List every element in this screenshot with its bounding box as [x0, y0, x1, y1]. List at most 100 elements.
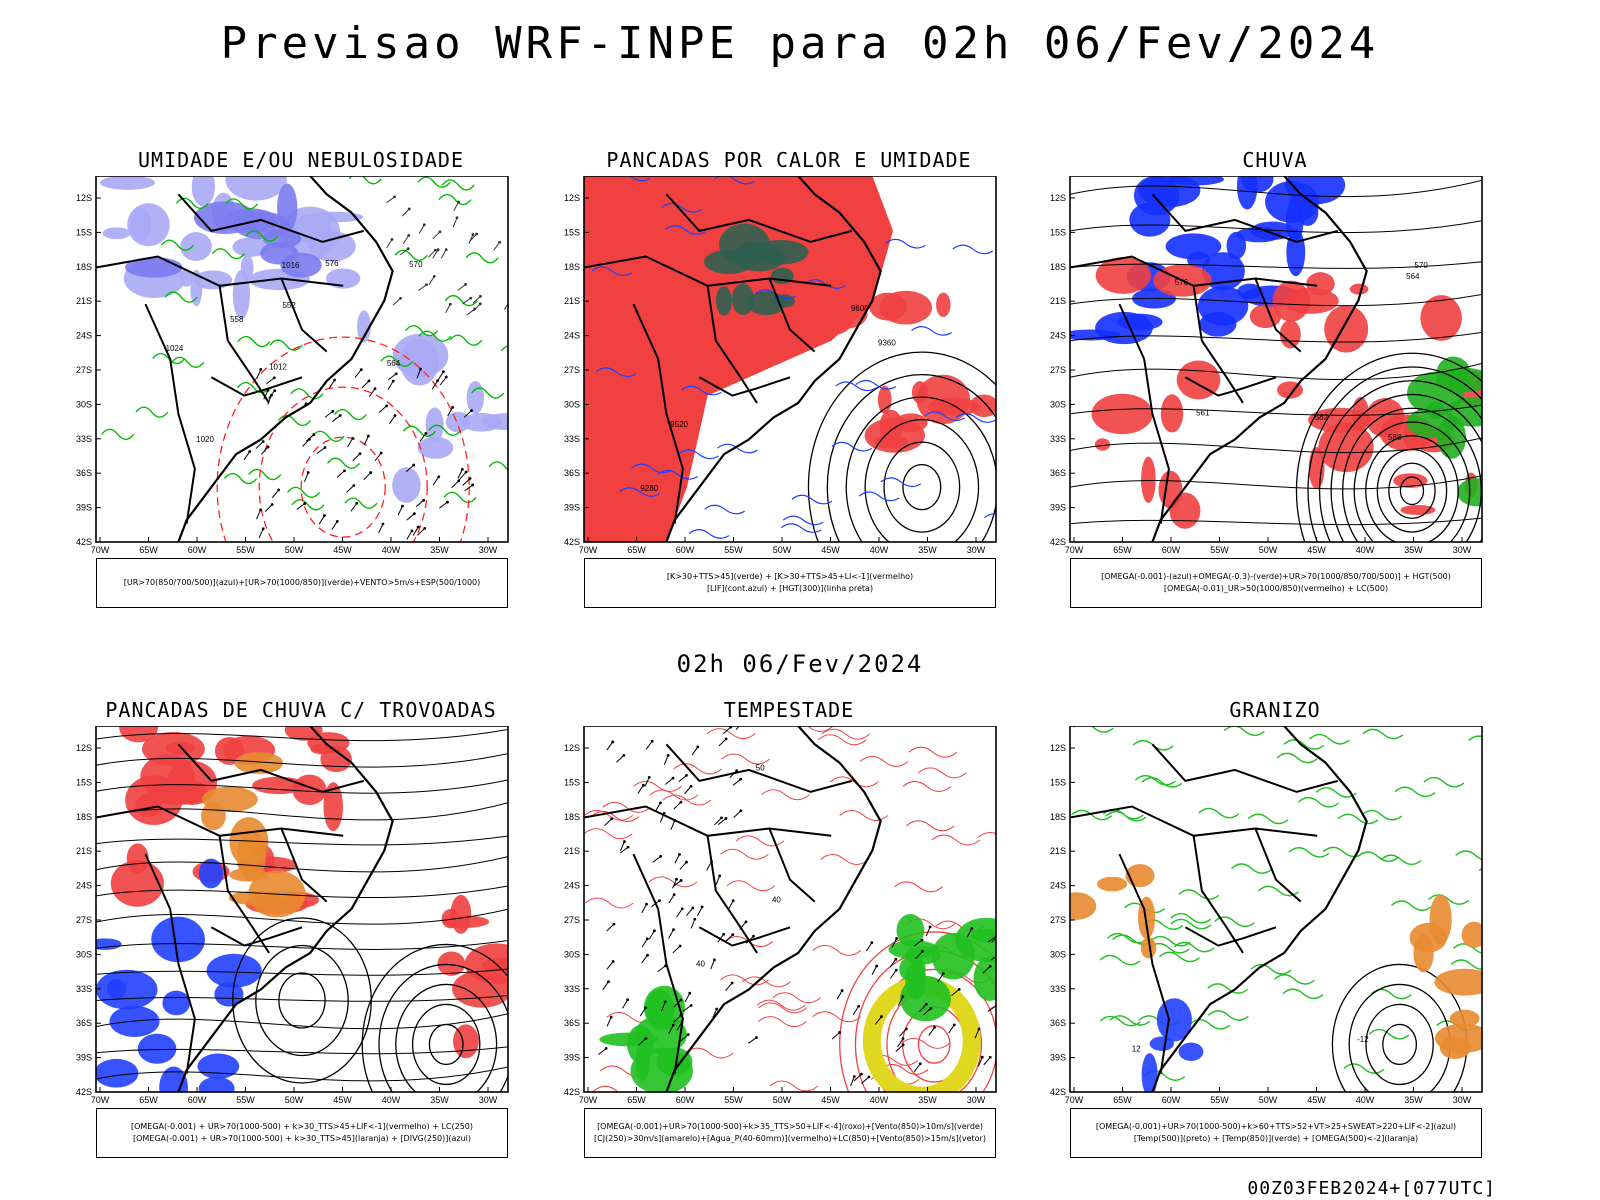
wind-vector-head [470, 409, 473, 412]
precipitable-water-contour [917, 767, 967, 779]
wind-vector [686, 907, 694, 917]
lon-tick-label: 40W [870, 1095, 889, 1105]
wind-vector [727, 900, 734, 910]
wind-vector-head [455, 216, 459, 220]
lat-tick-label: 24S [564, 881, 580, 891]
lif-contour [631, 463, 672, 474]
lat-tick-label: 24S [564, 331, 580, 341]
streamline [1070, 331, 1482, 343]
contour-label: 558 [230, 315, 244, 324]
wind-vector [850, 1076, 855, 1086]
wind-vector-head [663, 1000, 667, 1004]
lif-contour [678, 449, 719, 460]
omega-green-area [1457, 478, 1482, 507]
wind-vector-head [385, 404, 389, 408]
humidity-low-contour [428, 424, 462, 436]
wind-vector-head [904, 1027, 908, 1031]
precipitable-water-contour [649, 789, 699, 801]
wind-vector [673, 1015, 682, 1023]
wind-vector-head [393, 195, 396, 199]
wind-vector-head [270, 503, 274, 506]
wind-vector-head [658, 899, 661, 903]
temp850-contour [1178, 889, 1220, 900]
precipitable-water-contour [901, 1037, 950, 1049]
wind-vector [733, 810, 742, 819]
wind-vector [622, 999, 629, 1009]
wind-vector [363, 472, 372, 481]
contour-label: 564 [1406, 272, 1420, 281]
lat-tick-label: 12S [76, 193, 92, 203]
wind-vector-head [464, 470, 468, 474]
omega-blue-area [1241, 176, 1274, 193]
wind-vector [890, 969, 897, 979]
wind-vector [406, 513, 415, 521]
precipitable-water-contour [894, 881, 943, 893]
humidity-low-contour [135, 406, 169, 418]
streamline [96, 1066, 508, 1082]
humidity-low-contour [333, 408, 368, 421]
wind850-area [971, 928, 996, 943]
wind-vector [296, 503, 306, 510]
hgt300-contour [902, 463, 942, 511]
contour-label: 576 [325, 259, 339, 268]
wind-vector [255, 441, 264, 449]
wind-vector [439, 376, 447, 386]
wind-vector-head [416, 525, 420, 529]
temp850-contour [1276, 752, 1318, 764]
wind-vector [350, 502, 358, 512]
contour-label: 552 [282, 301, 296, 310]
wind-vector [328, 379, 335, 389]
humidity-low-contour [311, 430, 345, 442]
map-chart: 12 -12 12S 15S 18S 21S 24S 27S 30S 33S 36S 39S 42S70… [1050, 726, 1483, 1105]
wind-vector [987, 935, 996, 943]
wind-vector-head [731, 933, 735, 937]
hgt300-contour [807, 351, 996, 542]
wind-vector-head [650, 739, 654, 743]
wind-vector [604, 818, 613, 826]
state-border [665, 193, 853, 243]
wind-vector-head [425, 283, 428, 287]
lon-tick-label: 65W [1113, 545, 1132, 555]
hgt300-contour [864, 418, 980, 542]
state-border [768, 278, 816, 353]
wind-vector-head [752, 934, 755, 938]
wind-vector-head [277, 488, 281, 492]
contour-label: 1020 [196, 435, 214, 444]
lat-tick-label: 12S [1050, 193, 1066, 203]
wind-vector-head [838, 1031, 842, 1034]
lat-tick-label: 15S [76, 227, 92, 237]
wind-vector-head [875, 964, 879, 968]
temp850-contour [1380, 854, 1422, 866]
lat-tick-label: 42S [564, 537, 580, 547]
wind-vector-head [645, 902, 648, 906]
legend-line: [OMEGA(-0.001) + UR>70(1000-500) + k>30_… [132, 1134, 472, 1143]
contour-label: 1024 [166, 344, 184, 353]
lat-tick-label: 21S [76, 846, 92, 856]
humidity-upper-core [233, 211, 291, 240]
panel-title: PANCADAS DE CHUVA C/ TROVOADAS [105, 698, 497, 722]
panel-legend: [OMEGA(-0.001) + UR>70(1000-500) + k>30_… [96, 1108, 508, 1158]
precipitable-water-contour [977, 831, 996, 838]
wind-vector [462, 478, 471, 486]
wind-vector-head [689, 1004, 693, 1007]
contour-label: 570 [1414, 261, 1428, 270]
wind-vector [302, 438, 310, 447]
precipitable-water-contour [769, 1080, 819, 1092]
wind-vector-head [359, 368, 363, 372]
wind-vector-head [675, 877, 678, 881]
wind-vector [354, 369, 362, 378]
lat-tick-label: 39S [564, 503, 580, 513]
streamline [1070, 437, 1482, 454]
humidity-low-contour [290, 388, 324, 400]
lat-tick-label: 39S [1050, 503, 1066, 513]
wind-vector-head [894, 968, 898, 972]
humidity-low-contour [443, 491, 477, 503]
wind-vector-head [366, 434, 370, 438]
hgt500-contour [1330, 393, 1482, 542]
humidity-low-contour [224, 472, 258, 485]
wind-vector-head [323, 514, 326, 517]
wind-vector-head [464, 283, 468, 286]
wind-vector-head [436, 379, 439, 383]
wind-vector [889, 958, 897, 968]
wind-vector-head [924, 1002, 928, 1006]
